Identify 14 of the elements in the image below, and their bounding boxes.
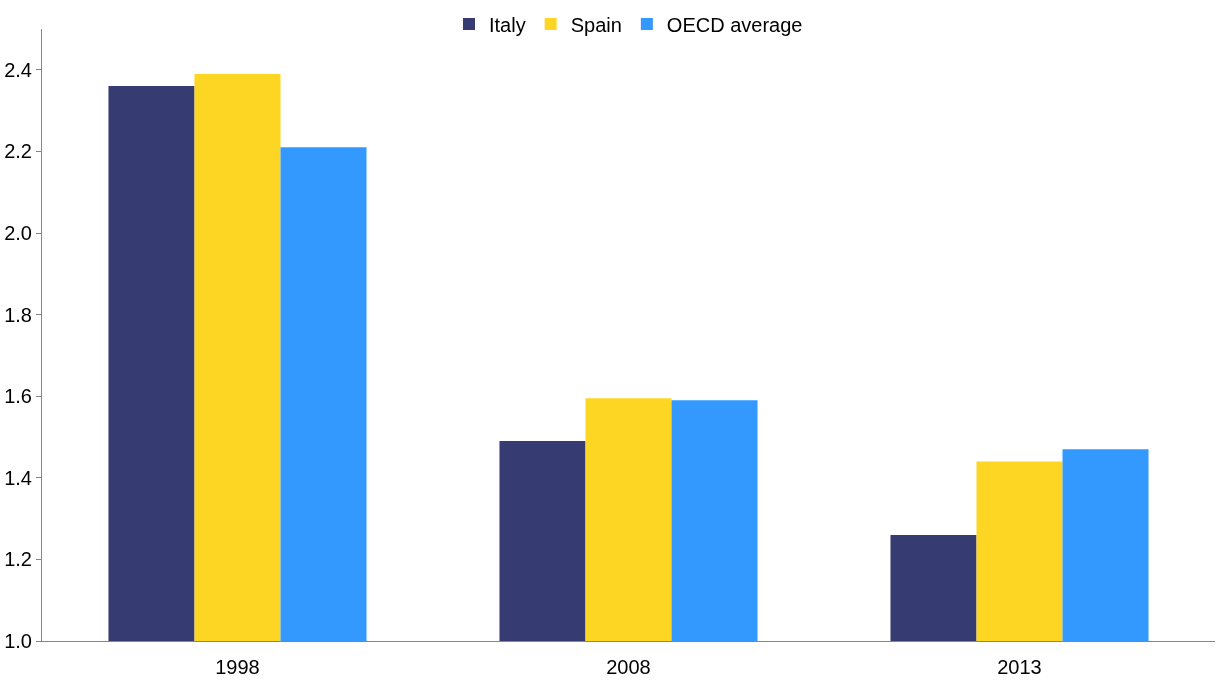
y-tick-label: 1.4	[4, 466, 32, 489]
x-tick-label: 2013	[997, 656, 1042, 678]
legend-label: OECD average	[666, 13, 803, 36]
x-tick-label: 2008	[606, 656, 651, 678]
y-tick-label: 1.2	[4, 548, 32, 571]
y-tick-label: 1.6	[4, 385, 32, 408]
y-tick-label: 2.4	[4, 58, 32, 81]
x-tick-label: 1998	[215, 656, 260, 678]
y-tick-label: 2.0	[4, 222, 32, 244]
y-tick-label: 1.0	[4, 630, 32, 652]
legend-label: Spain	[570, 13, 622, 36]
y-tick-label: 1.8	[4, 303, 32, 326]
y-tick-label: 2.2	[4, 140, 32, 163]
legend-label: Italy	[489, 13, 526, 36]
